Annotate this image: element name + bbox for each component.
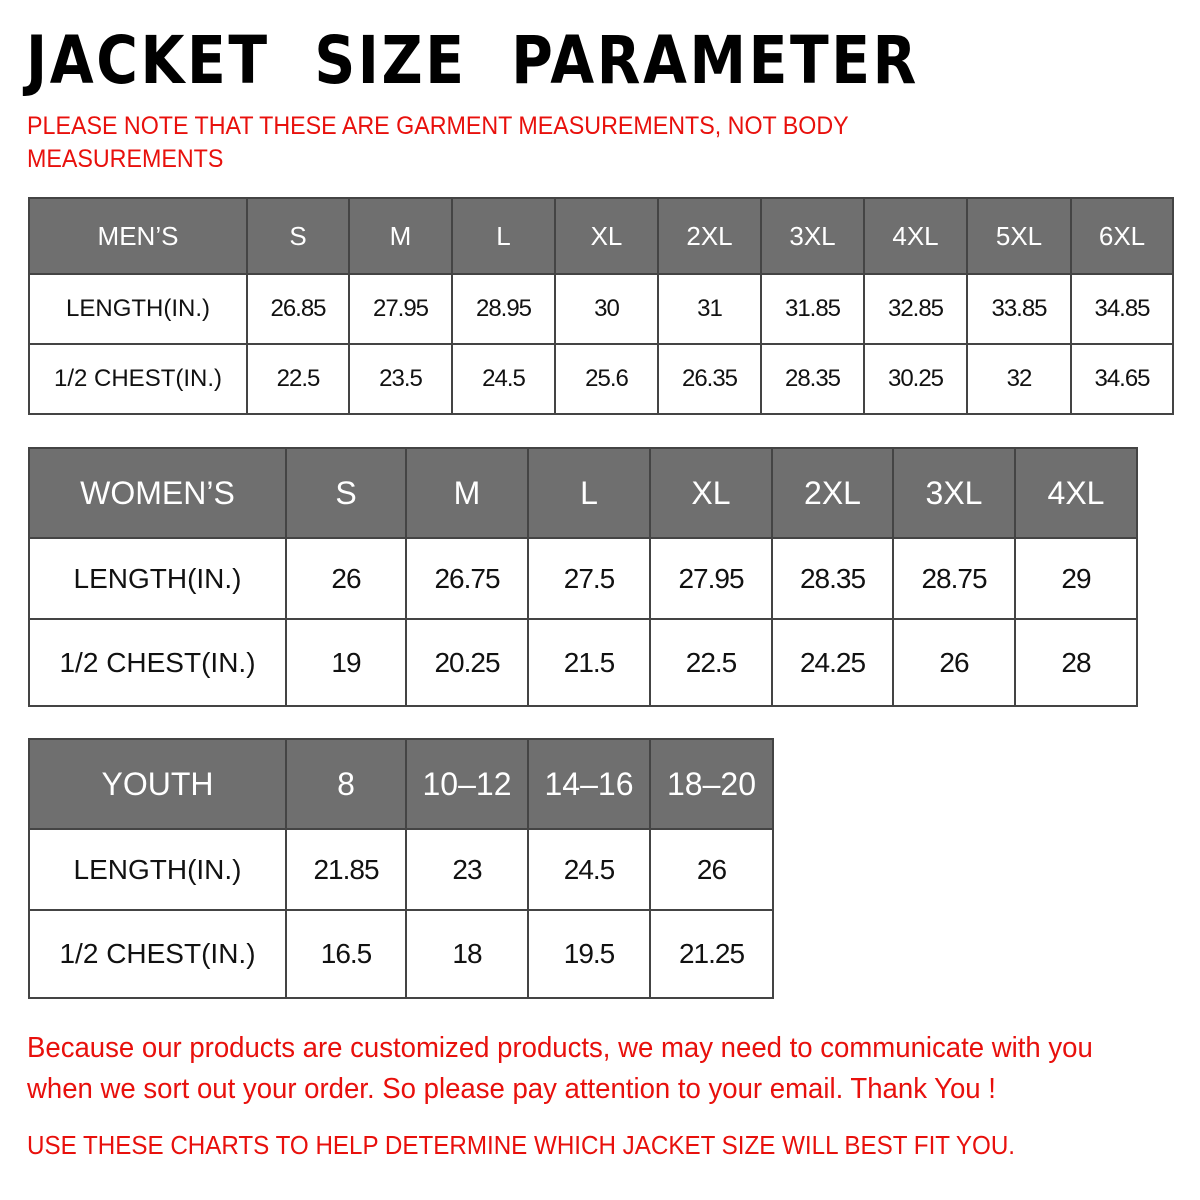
row-label: WOMEN’S xyxy=(28,447,287,539)
youth-size-table: YOUTH 8 10–12 14–16 18–20 LENGTH(IN.) 21.85 23 2… xyxy=(28,738,774,999)
row-label: 1/2 CHEST(IN.) xyxy=(28,343,248,415)
measurement-cell: 19.5 xyxy=(527,909,651,999)
table-row: LENGTH(IN.) 26.85 27.95 28.95 30 31 31.85 32.85… xyxy=(28,273,1174,345)
measurement-cell: 21.5 xyxy=(527,618,651,707)
measurement-cell: 27.95 xyxy=(649,537,773,620)
table-row: 1/2 CHEST(IN.) 19 20.25 21.5 22.5 24.25 26 28 xyxy=(28,618,1138,707)
size-header-cell: 5XL xyxy=(966,197,1072,275)
measurement-cell: 34.65 xyxy=(1070,343,1174,415)
measurement-cell: 24.5 xyxy=(527,828,651,911)
table-row: 1/2 CHEST(IN.) 16.5 18 19.5 21.25 xyxy=(28,909,774,999)
measurement-cell: 33.85 xyxy=(966,273,1072,345)
measurement-cell: 22.5 xyxy=(649,618,773,707)
table-row: 1/2 CHEST(IN.) 22.5 23.5 24.5 25.6 26.35 28.35… xyxy=(28,343,1174,415)
measurement-cell: 25.6 xyxy=(554,343,659,415)
size-header-cell: 8 xyxy=(285,738,407,830)
table-header-row: WOMEN’S S M L XL 2XL 3XL 4XL xyxy=(28,447,1138,539)
measurement-cell: 30.25 xyxy=(863,343,968,415)
size-header-cell: XL xyxy=(649,447,773,539)
measurement-cell: 29 xyxy=(1014,537,1138,620)
row-label: LENGTH(IN.) xyxy=(28,273,248,345)
measurement-cell: 26.75 xyxy=(405,537,529,620)
measurement-cell: 31.85 xyxy=(760,273,865,345)
measurement-cell: 30 xyxy=(554,273,659,345)
measurement-cell: 22.5 xyxy=(246,343,350,415)
measurement-cell: 32 xyxy=(966,343,1072,415)
size-header-cell: L xyxy=(527,447,651,539)
size-header-cell: 3XL xyxy=(760,197,865,275)
measurement-cell: 26.35 xyxy=(657,343,762,415)
measurement-cell: 28.75 xyxy=(892,537,1016,620)
measurement-cell: 32.85 xyxy=(863,273,968,345)
measurement-cell: 26 xyxy=(892,618,1016,707)
measurement-cell: 28.95 xyxy=(451,273,556,345)
row-label: 1/2 CHEST(IN.) xyxy=(28,909,287,999)
sizing-advice: USE THESE CHARTS TO HELP DETERMINE WHICH… xyxy=(27,1130,1016,1160)
table-header-row: YOUTH 8 10–12 14–16 18–20 xyxy=(28,738,774,830)
size-header-cell: XL xyxy=(554,197,659,275)
measurement-cell: 24.25 xyxy=(771,618,894,707)
table-row: LENGTH(IN.) 21.85 23 24.5 26 xyxy=(28,828,774,911)
measurement-cell: 27.95 xyxy=(348,273,453,345)
size-header-cell: S xyxy=(285,447,407,539)
row-label: MEN’S xyxy=(28,197,248,275)
page-title: JACKET SIZE PARAMETER xyxy=(26,22,919,99)
measurement-cell: 23.5 xyxy=(348,343,453,415)
measurement-cell: 24.5 xyxy=(451,343,556,415)
size-header-cell: 4XL xyxy=(1014,447,1138,539)
measurement-cell: 18 xyxy=(405,909,529,999)
size-header-cell: M xyxy=(348,197,453,275)
mens-size-table: MEN’S S M L XL 2XL 3XL 4XL 5XL 6XL LENGTH(IN.) 26.8… xyxy=(28,197,1174,415)
measurement-cell: 26.85 xyxy=(246,273,350,345)
table-header-row: MEN’S S M L XL 2XL 3XL 4XL 5XL 6XL xyxy=(28,197,1174,275)
size-header-cell: 4XL xyxy=(863,197,968,275)
customization-message: Because our products are customized prod… xyxy=(27,1032,1093,1105)
row-label: YOUTH xyxy=(28,738,287,830)
size-header-cell: 10–12 xyxy=(405,738,529,830)
size-header-cell: 2XL xyxy=(771,447,894,539)
measurement-cell: 20.25 xyxy=(405,618,529,707)
measurement-cell: 28.35 xyxy=(771,537,894,620)
measurement-cell: 21.25 xyxy=(649,909,774,999)
row-label: LENGTH(IN.) xyxy=(28,537,287,620)
size-header-cell: 3XL xyxy=(892,447,1016,539)
size-header-cell: 6XL xyxy=(1070,197,1174,275)
measurement-cell: 23 xyxy=(405,828,529,911)
size-header-cell: L xyxy=(451,197,556,275)
measurement-cell: 19 xyxy=(285,618,407,707)
size-header-cell: 18–20 xyxy=(649,738,774,830)
measurement-cell: 34.85 xyxy=(1070,273,1174,345)
table-row: LENGTH(IN.) 26 26.75 27.5 27.95 28.35 28.75 29 xyxy=(28,537,1138,620)
size-header-cell: S xyxy=(246,197,350,275)
measurement-cell: 16.5 xyxy=(285,909,407,999)
measurement-cell: 26 xyxy=(649,828,774,911)
measurement-cell: 21.85 xyxy=(285,828,407,911)
measurement-cell: 28.35 xyxy=(760,343,865,415)
size-header-cell: M xyxy=(405,447,529,539)
measurement-cell: 28 xyxy=(1014,618,1138,707)
womens-size-table: WOMEN’S S M L XL 2XL 3XL 4XL LENGTH(IN.) 26 26.75 2… xyxy=(28,447,1138,707)
row-label: 1/2 CHEST(IN.) xyxy=(28,618,287,707)
size-header-cell: 14–16 xyxy=(527,738,651,830)
measurement-cell: 26 xyxy=(285,537,407,620)
measurement-note: PLEASE NOTE THAT THESE ARE GARMENT MEASU… xyxy=(27,112,849,173)
measurement-cell: 31 xyxy=(657,273,762,345)
measurement-cell: 27.5 xyxy=(527,537,651,620)
row-label: LENGTH(IN.) xyxy=(28,828,287,911)
size-header-cell: 2XL xyxy=(657,197,762,275)
